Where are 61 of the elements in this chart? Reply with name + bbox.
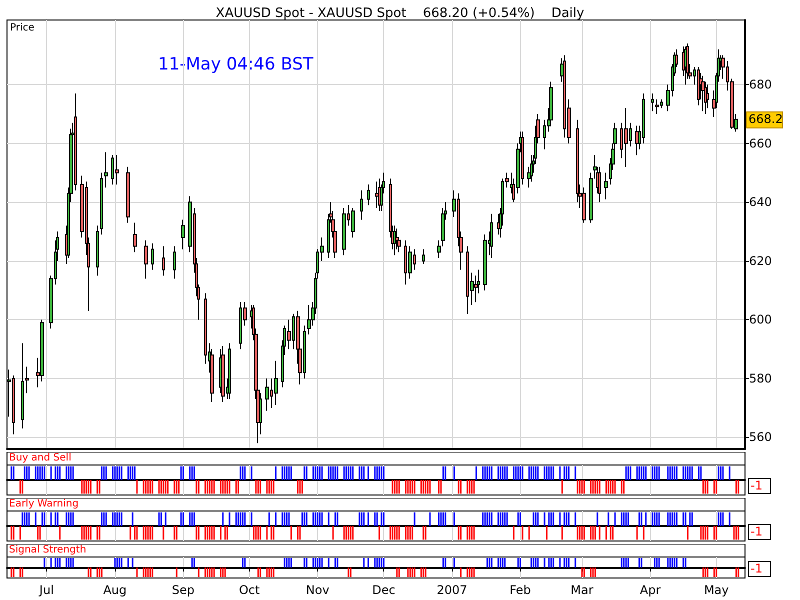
candlestick (173, 246, 176, 280)
candlestick (635, 125, 639, 156)
x-tick-label: 2007 (436, 583, 468, 597)
x-tick-label: Aug (103, 583, 127, 597)
candlestick (144, 240, 148, 280)
y-tick-label: 680 (749, 78, 772, 92)
candlestick (651, 92, 654, 112)
x-tick-label: Oct (238, 583, 260, 597)
text: -1 (750, 562, 762, 576)
x-tick-label: Apr (640, 583, 661, 597)
candlestick (655, 98, 659, 115)
candlestick (307, 304, 311, 335)
candlestick (21, 342, 24, 429)
candlestick (162, 246, 165, 276)
candlestick (104, 152, 108, 188)
x-tick-label: May (704, 583, 729, 597)
x-tick-label: Sep (172, 583, 195, 597)
candlestick (25, 366, 29, 394)
candlestick (342, 208, 346, 256)
candlestick (100, 172, 103, 235)
candlestick (360, 190, 363, 220)
candlestick (582, 186, 586, 224)
y-tick-label: 600 (749, 312, 772, 327)
candlestick (490, 213, 493, 259)
candlestick (133, 222, 137, 253)
x-tick-label: Feb (510, 583, 531, 597)
candlestick (221, 346, 225, 402)
candlestick (151, 242, 154, 270)
candlestick (351, 208, 355, 238)
candlestick (115, 154, 119, 186)
candlestick (126, 166, 130, 224)
y-tick-label: 560 (749, 430, 772, 444)
chart-title: Signal Strength (9, 544, 86, 556)
candlestick (604, 172, 608, 200)
chart-title: Early Warning (9, 498, 79, 510)
candlestick (375, 181, 379, 209)
candlestick (265, 378, 269, 412)
candlestick (274, 360, 278, 406)
candlestick (96, 225, 99, 276)
chart-title: XAUUSD Spot - XAUUSD Spot 668.20 (+0.54%) Daily (216, 6, 585, 21)
y-tick-label: 620 (749, 254, 772, 268)
text: -1 (750, 478, 762, 492)
candlestick (181, 219, 185, 250)
y-tick-label: 640 (749, 195, 772, 210)
candlestick (422, 248, 425, 264)
candlestick (483, 234, 487, 291)
text: -1 (750, 524, 762, 538)
chart-title: Buy and Sell (9, 452, 72, 464)
y-tick-label: 660 (749, 136, 772, 150)
candlestick (367, 184, 370, 206)
annotation: 668.2 (748, 112, 783, 126)
candlestick (624, 108, 628, 168)
y-tick-label: 580 (749, 371, 772, 386)
x-tick-label: Mar (570, 583, 594, 597)
candlestick (598, 166, 601, 203)
annotation: 11-May 04:46 BST (158, 54, 314, 74)
candlestick (228, 342, 231, 400)
y-axis-title: Price (10, 22, 34, 34)
x-tick-label: Nov (306, 583, 330, 597)
x-tick-label: Dec (372, 583, 396, 597)
x-tick-label: Jul (38, 583, 54, 597)
